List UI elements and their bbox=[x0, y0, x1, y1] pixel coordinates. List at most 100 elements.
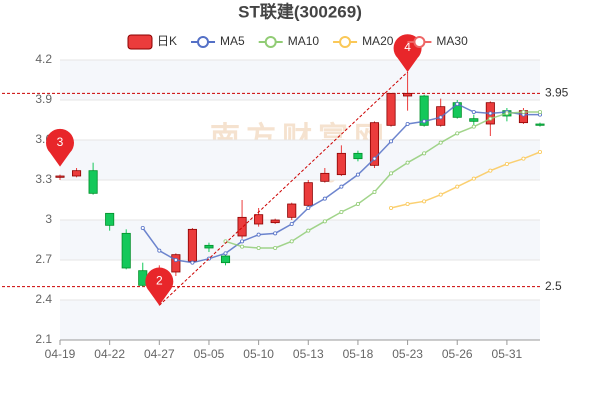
y-tick-label: 3.3 bbox=[35, 172, 52, 186]
ma-point bbox=[322, 219, 327, 224]
candle-body bbox=[353, 152, 363, 160]
ma-point bbox=[273, 245, 278, 250]
ma-point bbox=[322, 196, 327, 201]
pin bbox=[145, 267, 174, 306]
x-tick-label: 04-22 bbox=[94, 347, 125, 361]
ma-point bbox=[289, 239, 294, 244]
ma-point bbox=[521, 156, 526, 161]
x-tick-label: 05-05 bbox=[194, 347, 225, 361]
ma-point bbox=[438, 115, 443, 120]
y-tick-label: 2.7 bbox=[35, 252, 52, 266]
candle-body bbox=[386, 92, 396, 126]
ma-point bbox=[405, 201, 410, 206]
x-tick-label: 05-26 bbox=[442, 347, 473, 361]
ma-point bbox=[240, 244, 245, 249]
candle-body bbox=[336, 152, 346, 176]
ma-point bbox=[405, 122, 410, 127]
legend-icon bbox=[339, 36, 352, 48]
ma-point bbox=[140, 225, 145, 230]
ma-point bbox=[538, 149, 543, 154]
candle-body bbox=[105, 212, 115, 226]
ma-point bbox=[289, 221, 294, 226]
legend-label: MA5 bbox=[220, 34, 245, 48]
candle-body bbox=[403, 92, 413, 97]
ma-point bbox=[521, 110, 526, 115]
ma-point bbox=[455, 184, 460, 189]
ma-line bbox=[225, 111, 540, 249]
y-tick-label: 3.9 bbox=[35, 92, 52, 106]
chart-title: ST联建(300269) bbox=[238, 1, 362, 21]
legend-label: 日K bbox=[157, 34, 177, 48]
legend-label: MA20 bbox=[362, 34, 394, 48]
candle-body bbox=[303, 182, 313, 206]
candle-body bbox=[254, 214, 264, 225]
x-tick-label: 04-27 bbox=[144, 347, 175, 361]
candle-body bbox=[419, 95, 429, 126]
ma-point bbox=[355, 201, 360, 206]
legend-icon bbox=[197, 36, 210, 48]
ma-point bbox=[240, 239, 245, 244]
y-tick-label: 2.4 bbox=[35, 292, 52, 306]
ma-point bbox=[471, 110, 476, 115]
candle-body bbox=[270, 219, 280, 224]
ma-point bbox=[306, 228, 311, 233]
ma-point bbox=[422, 151, 427, 156]
pin-label: 4 bbox=[404, 40, 411, 54]
y-tick-label: 2.1 bbox=[35, 332, 52, 346]
legend-label: MA30 bbox=[436, 34, 468, 48]
ma-point bbox=[306, 205, 311, 210]
legend-icon bbox=[264, 36, 277, 48]
ma-point bbox=[422, 119, 427, 124]
ma-point bbox=[504, 161, 509, 166]
grid-band bbox=[60, 60, 540, 100]
legend-label: MA10 bbox=[288, 34, 320, 48]
ma-point bbox=[190, 260, 195, 265]
grid-band bbox=[60, 300, 540, 340]
ma-point bbox=[405, 160, 410, 165]
ma-point bbox=[355, 172, 360, 177]
pin-label: 2 bbox=[156, 274, 163, 288]
candle-body bbox=[220, 255, 231, 264]
grid-band bbox=[60, 220, 540, 260]
x-tick-label: 04-19 bbox=[45, 347, 76, 361]
trend-line bbox=[158, 71, 408, 306]
x-tick-label: 05-23 bbox=[392, 347, 423, 361]
x-tick-label: 05-10 bbox=[243, 347, 274, 361]
ma-point bbox=[471, 124, 476, 129]
ma-point bbox=[488, 168, 493, 173]
ma-point bbox=[538, 110, 543, 115]
candle-body bbox=[535, 123, 545, 126]
ma-point bbox=[273, 231, 278, 236]
candle-body bbox=[88, 170, 98, 194]
candle-body bbox=[287, 203, 297, 218]
ma-point bbox=[339, 184, 344, 189]
candle-body bbox=[187, 228, 197, 262]
candle-body bbox=[121, 232, 131, 269]
ma-point bbox=[422, 199, 427, 204]
candle-body bbox=[72, 170, 82, 177]
y-tick-label: 4.2 bbox=[35, 52, 52, 66]
ma-line bbox=[390, 151, 541, 209]
ma-point bbox=[223, 251, 228, 256]
y-tick-label: 3 bbox=[45, 212, 52, 226]
ma-point bbox=[389, 171, 394, 176]
ma-point bbox=[438, 140, 443, 145]
ma-point bbox=[455, 102, 460, 107]
candle-body bbox=[320, 172, 330, 182]
x-tick-label: 05-18 bbox=[343, 347, 374, 361]
ma-point bbox=[157, 248, 162, 253]
legend-icon bbox=[413, 36, 426, 48]
grid-band bbox=[60, 140, 540, 180]
ma-point bbox=[256, 245, 261, 250]
candle-body bbox=[204, 244, 214, 249]
candle-body bbox=[369, 122, 380, 166]
ma-point bbox=[389, 205, 394, 210]
ma-point bbox=[372, 189, 377, 194]
pin bbox=[46, 128, 74, 167]
candle-body bbox=[55, 175, 65, 178]
ma-point bbox=[256, 232, 261, 237]
candle-body bbox=[171, 254, 181, 273]
ma-point bbox=[455, 131, 460, 136]
reference-label: 2.5 bbox=[545, 279, 562, 293]
